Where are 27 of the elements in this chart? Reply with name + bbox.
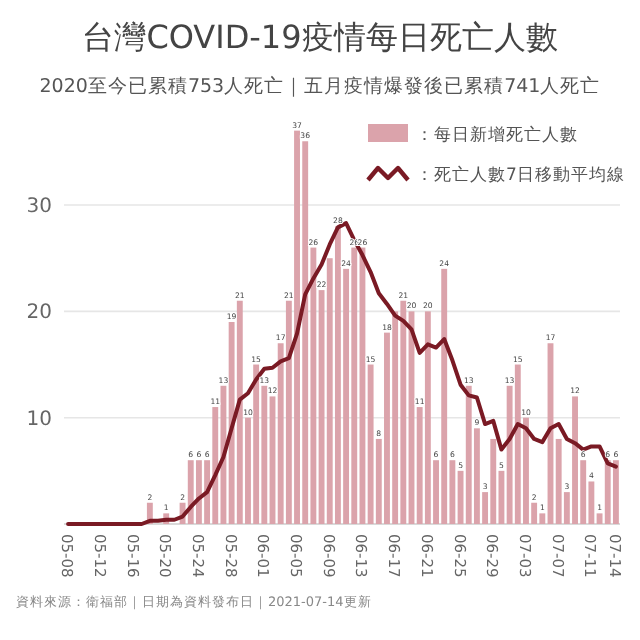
bar [490, 438, 497, 524]
bar [294, 130, 300, 524]
legend-label: ：死亡人數7日移動平均線 [416, 164, 625, 186]
bar [572, 396, 578, 524]
bar [351, 247, 358, 524]
line-series [66, 221, 618, 526]
bar [612, 460, 619, 524]
bar [400, 300, 407, 524]
chart-subtitle: 2020至今已累積753人死亡｜五月疫情爆發後已累積741人死亡 [39, 74, 601, 98]
bar [441, 268, 448, 524]
bar [253, 364, 260, 524]
bar [514, 364, 521, 524]
bar [604, 460, 611, 524]
legend-label: ：每日新增死亡人數 [416, 124, 578, 146]
bar [424, 311, 431, 524]
y-tick-label: 20 [26, 302, 52, 325]
bar [359, 247, 366, 524]
bar [334, 226, 341, 524]
bar [187, 460, 194, 524]
y-tick-label: 10 [26, 408, 52, 431]
bar [465, 385, 472, 524]
bar [236, 300, 243, 524]
legend: ：每日新增死亡人數 [368, 124, 578, 146]
y-tick-label: 30 [26, 196, 52, 219]
bar [195, 460, 202, 524]
chart-title: 台灣COVID-19疫情每日死亡人數 [82, 18, 558, 56]
legend: ：死亡人數7日移動平均線 [366, 165, 625, 186]
